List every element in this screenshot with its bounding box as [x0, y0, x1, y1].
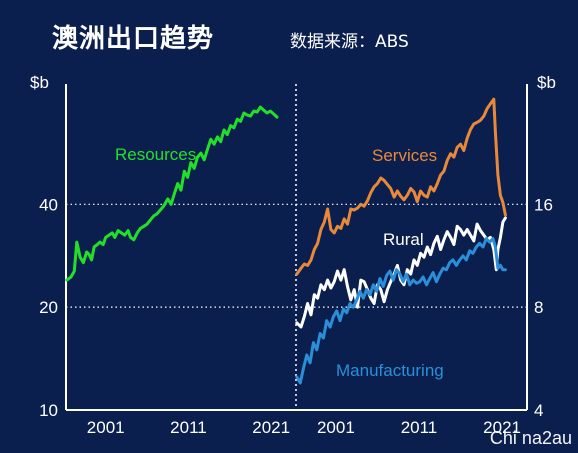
manufacturing-series-line [295, 237, 507, 385]
manufacturing-label: Manufacturing [336, 361, 444, 380]
source-note: 数据来源：ABS [290, 32, 409, 52]
rural-series-line [295, 216, 507, 329]
watermark: Chi na2au [489, 428, 572, 448]
left-y-tick-label: 20 [39, 298, 58, 317]
right-y-tick-label: 4 [534, 401, 543, 420]
right-x-tick-label: 2001 [317, 418, 355, 437]
left-x-tick-label: 2011 [170, 418, 207, 437]
right-x-tick-label: 2011 [401, 418, 438, 437]
page-title: 澳洲出口趋势 [52, 24, 215, 54]
resources-series-line [65, 105, 279, 282]
right-y-tick-label: 8 [534, 298, 543, 317]
right-x-tick-label: 2021 [483, 418, 521, 437]
services-label: Services [372, 146, 437, 165]
left-y-tick-label: 10 [39, 401, 58, 420]
left-unit-label: $b [30, 73, 49, 92]
right-y-tick-label: 16 [534, 195, 553, 214]
services-series-line [295, 97, 507, 276]
left-x-tick-label: 2021 [252, 418, 290, 437]
right-unit-label: $b [537, 73, 556, 92]
resources-label: Resources [115, 145, 196, 164]
left-y-tick-label: 40 [39, 195, 58, 214]
left-x-tick-label: 2001 [87, 418, 125, 437]
rural-label: Rural [383, 230, 424, 249]
